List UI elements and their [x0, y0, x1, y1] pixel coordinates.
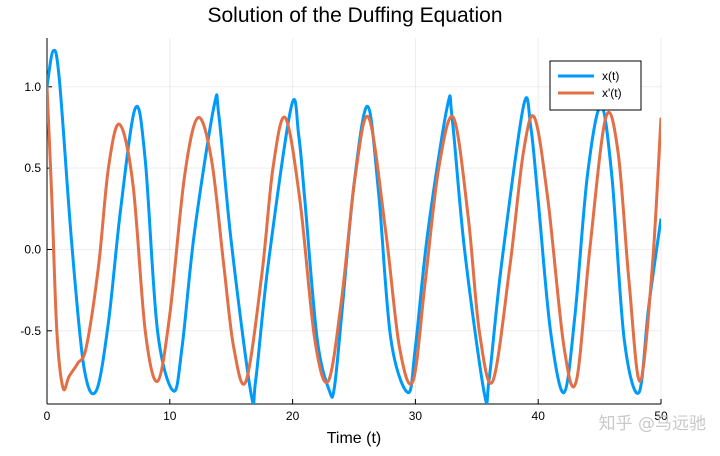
watermark: 知乎 @马远驰	[599, 414, 706, 434]
legend-label: x'(t)	[602, 86, 622, 100]
y-tick-label: 0.0	[24, 242, 41, 256]
y-tick-label: -0.5	[20, 324, 41, 338]
x-tick-label: 0	[44, 409, 51, 423]
x-tick-label: 40	[532, 409, 546, 423]
x-tick-label: 10	[163, 409, 177, 423]
chart-title: Solution of the Duffing Equation	[208, 4, 503, 27]
x-tick-label: 50	[654, 409, 668, 423]
series-line-dx	[47, 86, 661, 392]
x-axis-label: Time (t)	[327, 430, 382, 447]
y-tick-label: 1.0	[24, 80, 41, 94]
series-layer	[47, 48, 661, 404]
y-tick-label: 0.5	[24, 161, 41, 175]
legend-box	[549, 60, 642, 111]
x-tick-label: 20	[286, 409, 300, 423]
x-tick-label: 30	[409, 409, 423, 423]
legend-label: x(t)	[602, 69, 619, 83]
legend: x(t) x'(t)	[549, 60, 642, 111]
axes: 0 10 20 30 40 50 -0.5 0.0 0.5 1.0	[20, 38, 668, 423]
